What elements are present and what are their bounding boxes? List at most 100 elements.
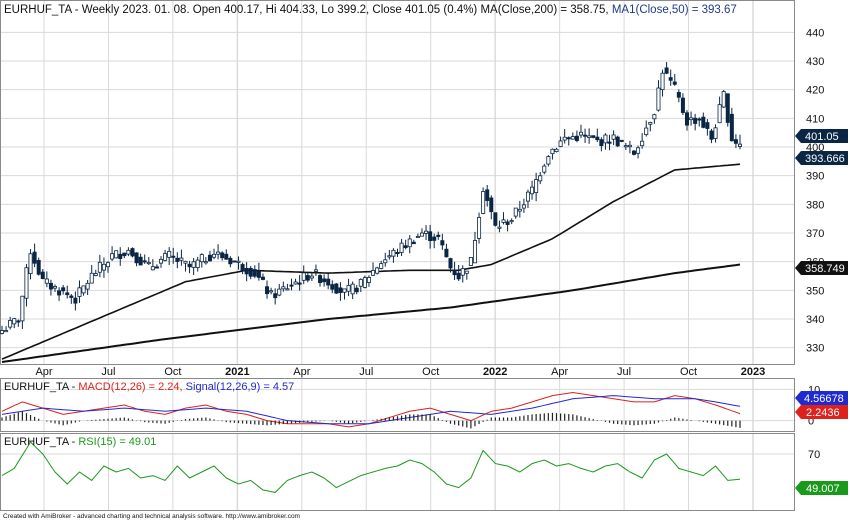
candle bbox=[391, 248, 396, 263]
rsi-plot bbox=[1, 441, 741, 493]
candle bbox=[199, 253, 204, 268]
candle bbox=[183, 260, 188, 272]
candle bbox=[419, 228, 424, 237]
signal-title-text: Signal(12,26,9) = 4.57 bbox=[186, 381, 295, 393]
candle bbox=[672, 73, 677, 86]
candle bbox=[118, 247, 123, 266]
candle bbox=[607, 134, 612, 151]
candle bbox=[689, 111, 694, 126]
candle bbox=[57, 287, 62, 301]
candle bbox=[150, 259, 155, 271]
candle bbox=[432, 233, 437, 249]
candle bbox=[269, 287, 274, 295]
candle bbox=[20, 295, 25, 329]
ma200-line bbox=[1, 263, 741, 363]
candle bbox=[407, 235, 412, 254]
candle bbox=[387, 249, 392, 260]
candle bbox=[485, 184, 490, 207]
macd-line bbox=[1, 391, 741, 428]
candle bbox=[440, 233, 445, 250]
candle bbox=[636, 145, 641, 159]
candle bbox=[207, 250, 212, 262]
candle bbox=[705, 119, 710, 136]
candle bbox=[497, 220, 502, 233]
candle bbox=[472, 231, 477, 264]
candle bbox=[676, 89, 681, 103]
candle bbox=[28, 249, 33, 280]
ma200-badge: 358.749 bbox=[795, 261, 848, 275]
x-tick-label: Oct bbox=[680, 366, 697, 378]
candle bbox=[330, 280, 335, 294]
candle bbox=[489, 195, 494, 220]
candle bbox=[346, 278, 351, 297]
ma200-badge-text: 358.749 bbox=[805, 263, 845, 275]
price-tick-label: 410 bbox=[806, 113, 824, 125]
candle bbox=[48, 279, 53, 296]
candle bbox=[313, 264, 318, 276]
candle bbox=[436, 231, 441, 240]
candle bbox=[130, 247, 135, 258]
candle bbox=[383, 252, 388, 267]
candle bbox=[122, 252, 127, 259]
candle bbox=[578, 124, 583, 139]
price-title-text: EURHUF_TA - Weekly 2023. 01. 08. Open 40… bbox=[4, 4, 609, 16]
price-badge-text: 401.05 bbox=[805, 131, 839, 143]
candle bbox=[587, 128, 592, 144]
candlesticks bbox=[0, 61, 743, 335]
candle bbox=[693, 113, 698, 131]
candle bbox=[619, 139, 624, 143]
candle bbox=[627, 140, 632, 154]
candle bbox=[73, 291, 78, 311]
ma50-title-text: MA1(Close,50) = 393.67 bbox=[612, 4, 737, 16]
rsi-line bbox=[1, 441, 741, 493]
candle bbox=[338, 282, 343, 301]
candle bbox=[623, 142, 628, 151]
candle bbox=[713, 124, 718, 143]
axes: 3303403503603703803904004104204304400107… bbox=[35, 27, 824, 461]
candle bbox=[562, 129, 567, 144]
candle bbox=[566, 136, 571, 146]
candle bbox=[460, 265, 465, 283]
rsi-panel-frame bbox=[0, 433, 795, 511]
candle bbox=[171, 247, 176, 264]
candle bbox=[546, 155, 551, 167]
candle bbox=[167, 247, 172, 266]
candle bbox=[709, 128, 714, 144]
x-tick-label: 2022 bbox=[483, 366, 507, 378]
candle bbox=[256, 262, 261, 281]
candle bbox=[195, 256, 200, 272]
candle bbox=[40, 269, 45, 280]
candle bbox=[318, 274, 323, 287]
candle bbox=[232, 260, 237, 263]
candle bbox=[101, 257, 106, 278]
candle bbox=[513, 207, 518, 219]
candle bbox=[289, 278, 294, 291]
candle bbox=[468, 257, 473, 266]
candle bbox=[24, 263, 29, 307]
candle bbox=[106, 261, 111, 273]
candle bbox=[725, 93, 730, 127]
rsi-badge-text: 49.007 bbox=[806, 483, 840, 495]
ma50-badge: 393.666 bbox=[795, 151, 848, 165]
candle bbox=[656, 80, 661, 112]
candle bbox=[191, 257, 196, 275]
candle bbox=[611, 130, 616, 146]
candle bbox=[521, 198, 526, 213]
candle bbox=[248, 265, 253, 280]
candle bbox=[4, 326, 9, 333]
candle bbox=[16, 319, 21, 327]
x-tick-label: Jul bbox=[101, 366, 115, 378]
candle bbox=[444, 243, 449, 258]
candle bbox=[85, 279, 90, 295]
moving-averages bbox=[1, 163, 741, 363]
rsi-panel-title: EURHUF_TA - RSI(15) = 49.01 bbox=[4, 436, 156, 448]
candle bbox=[366, 275, 371, 287]
candle bbox=[644, 120, 649, 137]
candle bbox=[371, 262, 376, 277]
x-tick-label: Apr bbox=[551, 366, 568, 378]
x-tick-label: Jul bbox=[359, 366, 373, 378]
candle bbox=[599, 137, 604, 152]
price-tick-label: 390 bbox=[806, 171, 824, 183]
candle bbox=[464, 270, 469, 280]
